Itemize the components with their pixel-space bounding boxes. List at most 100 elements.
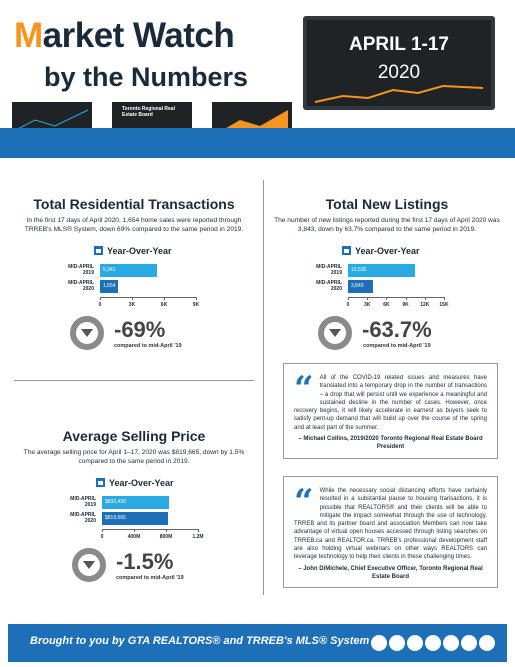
change-block: -69% compared to mid-April '19 [114, 317, 182, 349]
category-label: MID-APRIL 2020 [70, 512, 96, 524]
tick-mark [132, 297, 133, 300]
bar: $832,430 [102, 496, 169, 509]
tick-mark [348, 297, 349, 300]
x-tick-label: 15K [439, 302, 449, 308]
x-tick-label: 800M [159, 534, 173, 540]
arrow [329, 329, 341, 337]
category-label: MID-APRIL 2019 [68, 264, 94, 276]
change-value: -63.7% [362, 317, 432, 342]
x-tick-label: 12K [420, 302, 430, 308]
calendar-icon [342, 246, 351, 255]
category-label: MID-APRIL 2019 [70, 496, 96, 508]
category-label: MID-APRIL 2019 [316, 264, 342, 276]
arrow [81, 329, 93, 337]
panel-text: In the first 17 days of April 2020, 1,65… [24, 217, 244, 233]
change-row: -69% compared to mid-April '19 [70, 316, 258, 350]
monitor-label: Toronto Regional Real Estate Board [122, 106, 175, 118]
axis-line [100, 297, 196, 298]
panel-title: Total Residential Transactions [33, 196, 235, 212]
monitor: APRIL 1-17 2020 [303, 16, 495, 110]
x-tick-label: 0 [98, 302, 102, 308]
value-label: $819,665 [105, 515, 126, 521]
panel-text: The average selling price for April 1–17… [23, 449, 245, 465]
footer-text: Brought to you by GTA REALTORS® and TRRE… [30, 635, 370, 647]
change-block: -1.5% compared to mid-April '19 [116, 549, 184, 581]
change-note: compared to mid-April '19 [363, 343, 431, 349]
x-tick-label: 1.2M [192, 534, 204, 540]
tick-mark [166, 529, 167, 532]
axis-line [348, 297, 444, 298]
bar: 1,654 [100, 280, 118, 293]
down-icon [72, 548, 106, 582]
panel-text: The number of new listings reported duri… [274, 217, 500, 233]
bar: $819,665 [102, 512, 168, 525]
tick-mark [102, 529, 103, 532]
calendar-icon [96, 478, 105, 487]
panel-title: Total New Listings [325, 196, 449, 212]
panel: Total Residential Transactions In the fir… [10, 196, 258, 350]
tick-mark [386, 297, 388, 300]
bar-chart: Year-Over-Year MID-APRIL 2019 5,341 MID-APR… [60, 246, 220, 316]
value-label: 5,341 [103, 267, 116, 273]
bar-chart: Year-Over-Year MID-APRIL 2019 $832,430 MID-… [62, 478, 222, 548]
panel-title: Average Selling Price [62, 428, 206, 444]
tick-mark [405, 297, 407, 300]
divider [263, 180, 264, 595]
quote-author: – John DiMichele, Chief Executive Office… [298, 565, 483, 580]
category-label: MID-APRIL 2020 [316, 280, 342, 292]
bar: 10,535 [348, 264, 416, 277]
skyline [0, 128, 515, 158]
x-tick-label: 3K [128, 302, 136, 308]
change-row: -63.7% compared to mid-April '19 [318, 316, 506, 350]
quote-box: “ All of the COVID-19 related issues and… [283, 363, 498, 459]
value-label: 1,654 [103, 283, 116, 289]
quote-text: All of the COVID-19 related issues and m… [294, 375, 487, 431]
footer: Brought to you by GTA REALTORS® and TRRE… [8, 624, 507, 662]
bar: 3,843 [348, 280, 373, 293]
subtitle: by the Numbers [44, 62, 249, 92]
value-label: 10,535 [351, 267, 367, 273]
arrow [83, 561, 95, 569]
change-row: -1.5% compared to mid-April '19 [72, 548, 258, 582]
x-tick-label: 400M [127, 534, 141, 540]
down-icon [318, 316, 352, 350]
chart-title: Year-Over-Year [355, 246, 420, 256]
bar: 5,341 [100, 264, 157, 277]
bar-chart: Year-Over-Year MID-APRIL 2019 10,535 MID-AP… [308, 246, 468, 316]
change-note: compared to mid-April '19 [114, 343, 182, 349]
x-tick-label: 3K [363, 302, 371, 308]
x-tick-label: 6K [383, 302, 390, 308]
x-tick-label: 0 [346, 302, 350, 308]
x-tick-label: 9K [402, 302, 409, 308]
value-label: $832,430 [105, 499, 126, 505]
quote-mark: “ [294, 482, 314, 522]
tick-mark [444, 297, 445, 300]
calendar-icon [94, 246, 103, 255]
down-icon [70, 316, 104, 350]
quote-mark: “ [294, 369, 314, 409]
tick-mark [164, 297, 165, 300]
divider [14, 380, 254, 381]
social-icons[interactable] [370, 634, 500, 652]
title: Market Watch [14, 16, 235, 55]
category-label: MID-APRIL 2020 [68, 280, 94, 292]
x-tick-label: 9K [192, 302, 200, 308]
panel: Average Selling Price The average selling… [10, 428, 258, 582]
trend-line [314, 84, 484, 103]
tick-mark [134, 529, 135, 532]
change-value: -69% [114, 317, 166, 342]
tick-mark [196, 297, 197, 300]
quote-author: – Michael Collins, 2019/2020 Toronto Reg… [298, 436, 483, 451]
tick-mark [367, 297, 369, 300]
chart-title: Year-Over-Year [107, 246, 172, 256]
chart-title: Year-Over-Year [109, 478, 174, 488]
change-note: compared to mid-April '19 [116, 575, 184, 581]
panel: Total New Listings The number of new list… [268, 196, 506, 350]
x-tick-label: 0 [100, 534, 104, 540]
tick-mark [424, 297, 426, 300]
quote-box: “ While the necessary social distancing … [283, 476, 498, 589]
axis-line [102, 529, 198, 530]
quote-text: While the necessary social distancing ef… [294, 488, 487, 561]
change-block: -63.7% compared to mid-April '19 [362, 317, 432, 349]
